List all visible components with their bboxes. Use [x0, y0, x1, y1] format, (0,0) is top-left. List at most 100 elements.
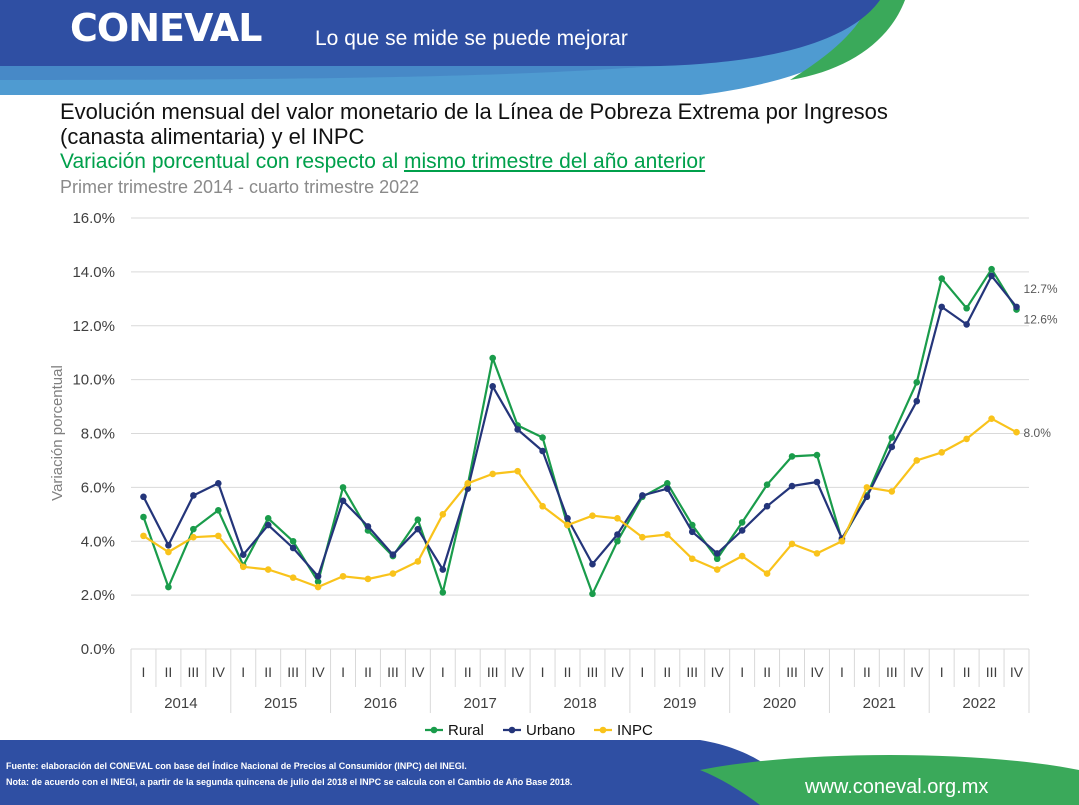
y-tick-label: 6.0%	[81, 479, 115, 496]
data-point-urbano	[289, 544, 297, 552]
year-tick-label: 2014	[164, 695, 197, 712]
quarter-tick-label: II	[264, 664, 272, 680]
data-point-urbano	[564, 515, 571, 522]
data-point-rural	[888, 434, 896, 441]
data-point-rural	[190, 525, 197, 533]
data-point-rural	[289, 537, 297, 545]
data-point-inpc	[439, 511, 447, 518]
quarter-tick-label: I	[740, 664, 744, 680]
data-point-rural	[713, 555, 721, 563]
year-tick-label: 2021	[863, 695, 896, 712]
y-axis-label: Variación porcentual	[49, 365, 66, 501]
data-point-rural	[913, 379, 921, 386]
quarter-tick-label: II	[564, 664, 572, 680]
quarter-tick-label: III	[188, 664, 200, 680]
quarter-tick-label: II	[364, 664, 372, 680]
data-point-inpc	[264, 566, 272, 573]
legend-label-inpc: INPC	[617, 722, 653, 739]
data-point-inpc	[838, 537, 846, 545]
quarter-tick-label: IV	[311, 664, 325, 680]
footer-banner	[0, 740, 1079, 805]
data-point-urbano	[963, 321, 970, 328]
subtitle-underlined: mismo trimestre del año anterior	[403, 150, 706, 173]
data-point-rural	[439, 589, 447, 596]
series-line-rural	[142, 268, 1018, 595]
data-point-rural	[215, 506, 222, 514]
legend-label-rural: Rural	[448, 722, 484, 739]
source-note: Fuente: elaboración del CONEVAL con base…	[6, 761, 467, 771]
data-point-inpc	[888, 488, 896, 495]
quarter-tick-label: I	[441, 664, 445, 680]
end-value-label: 12.7%	[1024, 282, 1058, 296]
data-point-urbano	[738, 527, 746, 534]
data-point-inpc	[564, 521, 571, 529]
data-point-inpc	[738, 552, 746, 560]
data-point-inpc	[813, 550, 821, 557]
data-point-inpc	[464, 480, 472, 487]
quarter-tick-label: II	[663, 664, 671, 680]
year-tick-label: 2019	[663, 695, 696, 712]
data-point-rural	[614, 537, 621, 545]
data-point-rural	[763, 481, 771, 488]
data-point-urbano	[364, 523, 372, 530]
website-link[interactable]: www.coneval.org.mx	[805, 776, 989, 798]
quarter-tick-label: III	[686, 664, 698, 680]
data-point-urbano	[639, 492, 646, 499]
data-point-inpc	[763, 570, 771, 577]
data-point-urbano	[913, 397, 921, 405]
data-point-urbano	[763, 502, 771, 510]
data-point-inpc	[589, 512, 596, 519]
header-banner	[0, 0, 905, 95]
chart-title: Evolución mensual del valor monetario de…	[60, 99, 1060, 149]
data-point-inpc	[190, 533, 197, 541]
data-point-rural	[788, 453, 796, 460]
data-point-inpc	[414, 558, 422, 565]
data-point-urbano	[988, 272, 995, 280]
data-point-urbano	[190, 492, 197, 499]
data-point-urbano	[439, 566, 447, 573]
quarter-tick-label: IV	[910, 664, 924, 680]
year-tick-label: 2020	[763, 695, 796, 712]
data-point-urbano	[314, 572, 322, 580]
y-tick-label: 8.0%	[81, 426, 115, 443]
legend-marker-inpc	[599, 726, 607, 734]
data-point-urbano	[589, 560, 596, 568]
data-point-inpc	[963, 435, 970, 443]
data-point-inpc	[364, 575, 372, 583]
quarter-tick-label: IV	[611, 664, 625, 680]
end-value-label: 8.0%	[1024, 426, 1052, 440]
quarter-tick-label: IV	[810, 664, 824, 680]
quarter-tick-label: I	[940, 664, 944, 680]
data-point-inpc	[688, 555, 696, 563]
data-point-urbano	[339, 497, 347, 505]
data-point-inpc	[239, 563, 247, 571]
quarter-tick-label: I	[241, 664, 245, 680]
data-point-urbano	[489, 383, 496, 390]
data-point-rural	[489, 354, 496, 362]
quarter-tick-label: III	[587, 664, 599, 680]
data-point-rural	[165, 583, 172, 591]
quarter-tick-label: III	[886, 664, 898, 680]
quarter-tick-label: II	[464, 664, 472, 680]
data-point-urbano	[688, 528, 696, 536]
data-point-urbano	[264, 521, 272, 529]
data-point-inpc	[489, 470, 496, 478]
data-point-rural	[264, 515, 272, 522]
y-tick-label: 2.0%	[81, 587, 115, 604]
chart-subtitle: Variación porcentual con respecto al mis…	[60, 150, 705, 174]
year-tick-label: 2015	[264, 695, 297, 712]
quarter-tick-label: I	[541, 664, 545, 680]
data-point-urbano	[514, 426, 521, 433]
quarter-tick-label: III	[786, 664, 798, 680]
data-point-rural	[988, 265, 995, 273]
y-tick-label: 14.0%	[72, 264, 115, 281]
coneval-logo: CONEVAL	[70, 6, 262, 50]
year-tick-label: 2016	[364, 695, 397, 712]
y-tick-label: 16.0%	[72, 210, 115, 227]
data-point-urbano	[788, 482, 796, 490]
legend-label-urbano: Urbano	[526, 722, 575, 739]
quarter-tick-label: III	[986, 664, 998, 680]
data-point-inpc	[314, 583, 322, 591]
footer-notes: Fuente: elaboración del CONEVAL con base…	[6, 758, 572, 790]
data-point-inpc	[938, 449, 945, 456]
